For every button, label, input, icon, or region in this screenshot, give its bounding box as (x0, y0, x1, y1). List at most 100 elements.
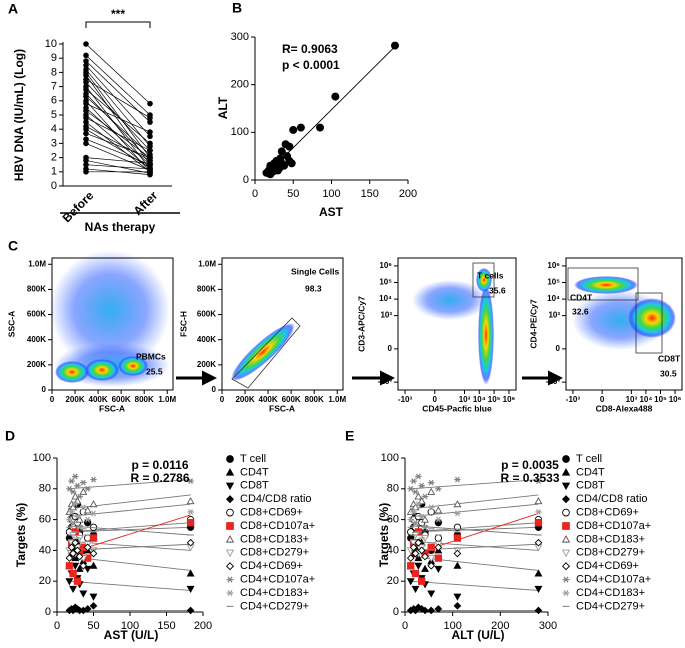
fit-line (410, 525, 539, 536)
y-axis-title: HBV DNA (IU/mL) (Log) (12, 49, 26, 181)
point (89, 500, 98, 508)
point (277, 147, 286, 156)
point (67, 543, 76, 552)
point (147, 119, 153, 125)
x-tick-label: 0 (433, 395, 438, 404)
point (147, 115, 153, 121)
y-tick-label: 0 (51, 180, 57, 192)
point (421, 515, 429, 523)
y-tick-label: 80 (387, 483, 399, 495)
legend-label: CD8+CD107a+ (240, 520, 315, 532)
pair-line (85, 117, 151, 151)
point (79, 561, 88, 570)
plot-frame (51, 257, 174, 391)
point (186, 569, 195, 577)
gate-percent: 32.6 (572, 306, 589, 316)
legend-marker (561, 495, 571, 504)
point (89, 549, 98, 558)
point (83, 506, 92, 514)
y-tick-label: 800K (27, 285, 46, 294)
point (76, 493, 83, 500)
y-tick-label: 600K (197, 310, 216, 319)
gate (231, 317, 301, 389)
point (296, 123, 305, 132)
x-tick-label: 200K (235, 395, 254, 404)
x-tick-label: 200 (399, 188, 417, 200)
point (411, 585, 420, 594)
legend-label: CD4+CD69+ (576, 560, 639, 572)
fit-line (410, 479, 539, 490)
point (83, 62, 89, 69)
point (75, 515, 84, 523)
point (411, 569, 420, 578)
legend-label: CD8+CD183+ (576, 533, 645, 545)
point (147, 160, 153, 167)
point (83, 115, 89, 121)
gate-percent: 98.3 (305, 283, 322, 293)
point (83, 157, 89, 164)
gate (635, 292, 663, 354)
y-tick-label: 3 (51, 137, 57, 149)
y-tick-label: 400K (27, 335, 46, 344)
y-tick-label: 400K (197, 335, 216, 344)
point (83, 58, 89, 64)
annotation: p < 0.0001 (282, 58, 340, 72)
legend-label: T cell (240, 453, 266, 465)
pair-line (85, 93, 151, 161)
density-cloud (118, 356, 148, 376)
point (534, 496, 543, 505)
x-tick-label: 1.0M (328, 395, 346, 404)
y-tick-label: 10⁶ (547, 261, 560, 270)
point (411, 549, 420, 558)
x-tick-label: 10⁴ (639, 395, 652, 404)
y-tick-label: 200K (197, 360, 216, 369)
x-tick-label: -10³ (398, 395, 413, 404)
y-tick-label: 0 (393, 606, 399, 618)
point (414, 492, 423, 500)
gate-name: CD4T (570, 292, 593, 302)
point (66, 485, 73, 492)
gate-percent: 25.5 (146, 366, 163, 376)
point (186, 519, 195, 527)
point (89, 534, 98, 542)
x-tick-label: 0 (220, 395, 225, 404)
legend-marker (226, 576, 234, 583)
point (83, 79, 89, 86)
fit-line (410, 503, 539, 517)
point (89, 602, 98, 610)
y-tick-label: 100 (33, 452, 51, 464)
point (287, 159, 296, 168)
x-tick-label: 400K (89, 395, 108, 404)
point (186, 606, 195, 615)
legend-marker (561, 562, 571, 571)
pair-line (85, 75, 151, 165)
point (453, 534, 462, 542)
x-axis-title: CD45-Pacfic blue (422, 403, 492, 413)
y-tick-label: 20 (39, 575, 51, 587)
point (412, 488, 419, 495)
significance-label: *** (111, 7, 125, 21)
legend-marker (562, 522, 570, 530)
y-axis-title: SSC-A (6, 311, 16, 337)
pair-line (85, 79, 151, 119)
point (434, 565, 443, 574)
panel-letter: C (8, 238, 18, 254)
plot-frame (221, 257, 344, 391)
gate-percent: 30.5 (660, 368, 677, 378)
y-tick-label: 200 (231, 79, 249, 91)
point (72, 501, 79, 508)
point (72, 473, 79, 480)
point (534, 538, 543, 547)
point (79, 543, 87, 551)
gate-percent: 35.6 (489, 285, 506, 295)
point (71, 562, 80, 570)
legend-label: CD4/CD8 ratio (576, 493, 648, 505)
y-tick-label: 800K (197, 285, 216, 294)
point (415, 473, 422, 480)
y-tick-label: 300 (231, 31, 249, 43)
x-tick-label: 0 (54, 620, 60, 632)
legend-marker (226, 589, 234, 597)
y-tick-label: 0 (243, 174, 249, 186)
point (74, 513, 81, 520)
point (421, 606, 429, 615)
